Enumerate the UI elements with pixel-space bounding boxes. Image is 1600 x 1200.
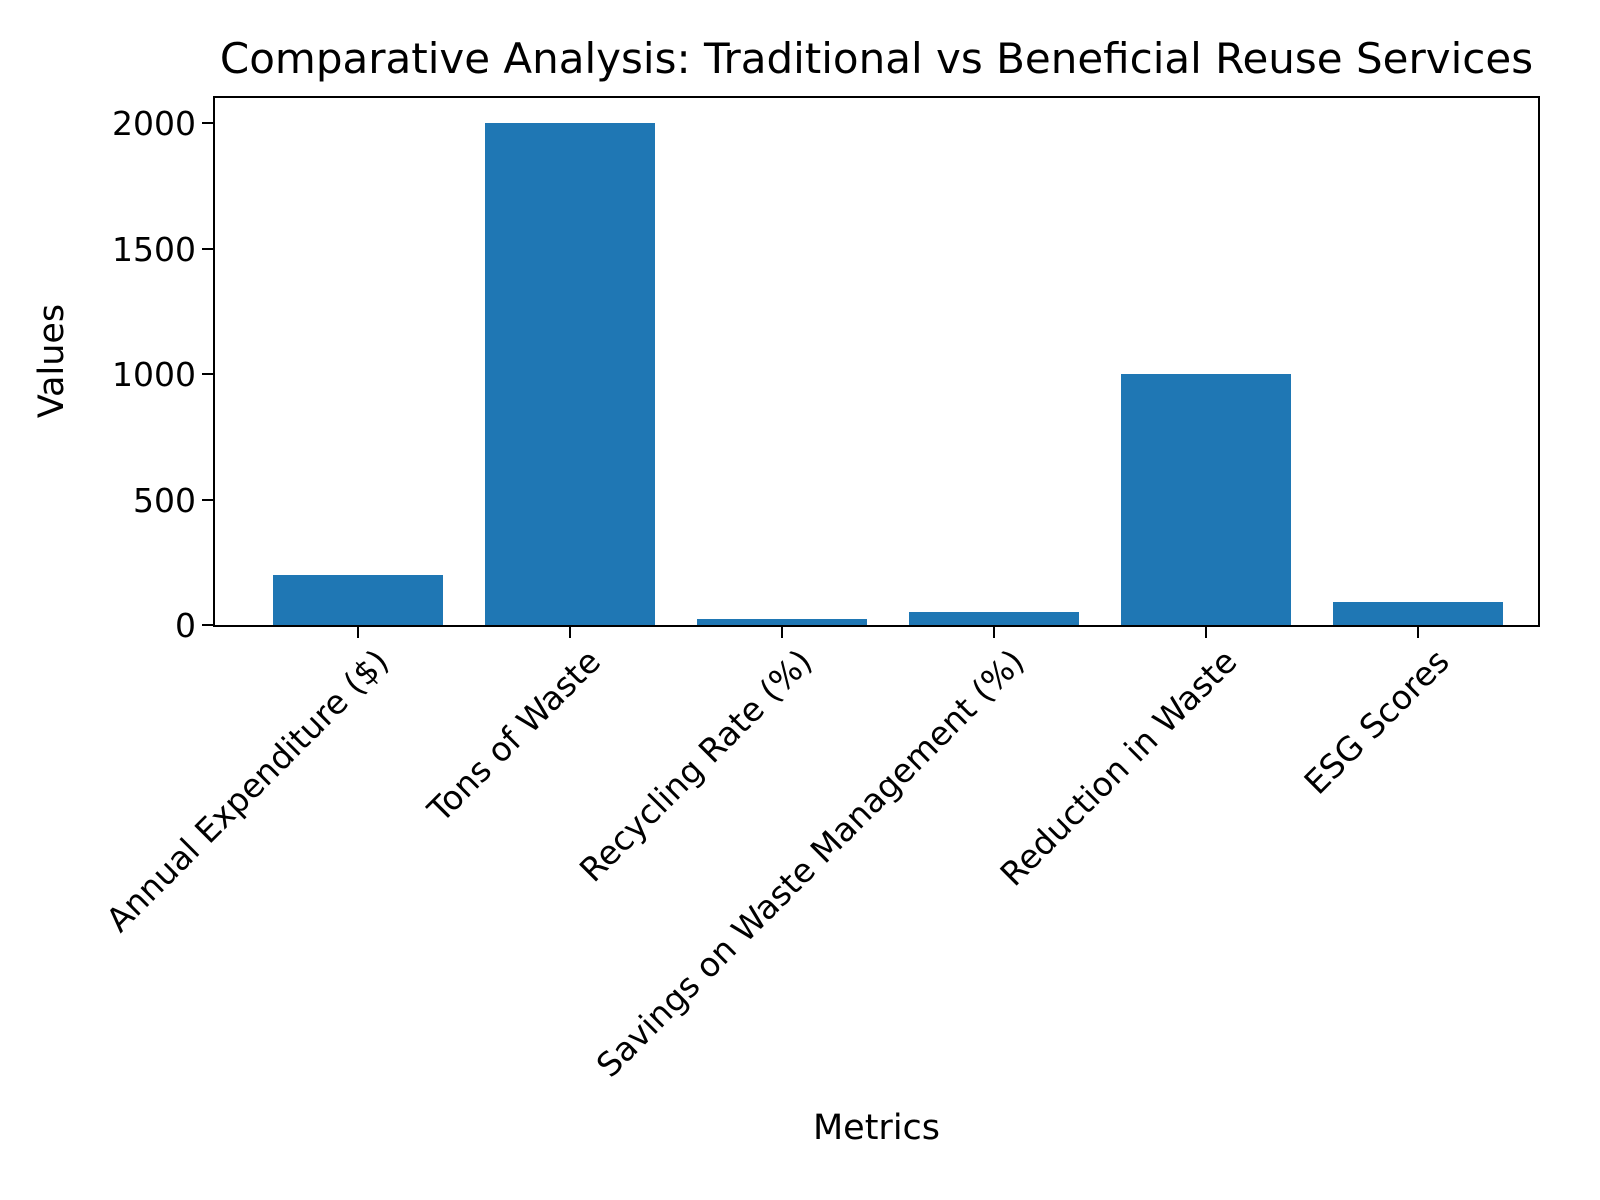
x-axis-label: Metrics xyxy=(812,1108,941,1148)
plot-area xyxy=(213,96,1540,627)
y-tick-label: 1000 xyxy=(112,355,196,394)
y-tick-label: 500 xyxy=(133,481,196,520)
bar-2 xyxy=(697,619,867,625)
x-tick-label: ESG Scores xyxy=(1296,641,1457,802)
x-tick-mark xyxy=(357,627,359,638)
y-tick-label: 1500 xyxy=(112,230,196,269)
x-tick-mark xyxy=(1205,627,1207,638)
x-tick-label: Annual Expenditure ($) xyxy=(98,641,397,940)
x-tick-label: Reduction in Waste xyxy=(992,641,1245,894)
x-tick-mark xyxy=(781,627,783,638)
y-tick-label: 0 xyxy=(175,606,196,645)
y-tick-mark xyxy=(202,624,213,626)
chart-title: Comparative Analysis: Traditional vs Ben… xyxy=(219,34,1534,83)
bar-3 xyxy=(909,612,1079,625)
y-tick-mark xyxy=(202,122,213,124)
x-tick-label: Recycling Rate (%) xyxy=(572,641,821,890)
y-axis-label: Values xyxy=(32,303,72,419)
y-tick-mark xyxy=(202,248,213,250)
y-tick-mark xyxy=(202,499,213,501)
bar-1 xyxy=(485,123,655,625)
x-tick-mark xyxy=(1417,627,1419,638)
bar-5 xyxy=(1333,602,1503,625)
x-tick-mark xyxy=(993,627,995,638)
y-tick-mark xyxy=(202,373,213,375)
x-tick-label: Savings on Waste Management (%) xyxy=(589,641,1033,1085)
x-tick-label: Tons of Waste xyxy=(420,641,609,830)
bar-4 xyxy=(1121,374,1291,625)
bar-0 xyxy=(273,575,443,625)
y-tick-label: 2000 xyxy=(112,104,196,143)
x-tick-mark xyxy=(569,627,571,638)
